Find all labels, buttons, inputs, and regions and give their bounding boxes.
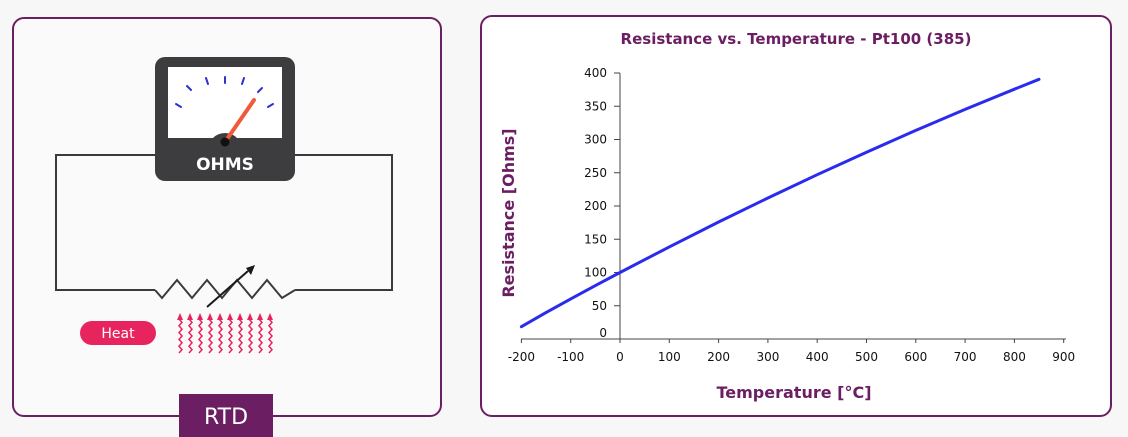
x-tick-label: 400 bbox=[806, 350, 829, 364]
heat-arrowhead bbox=[187, 313, 193, 320]
chart: Resistance vs. Temperature - Pt100 (385)… bbox=[499, 30, 1075, 402]
heat-wave bbox=[197, 318, 204, 354]
y-tick-label: 0 bbox=[599, 326, 607, 340]
heat-arrowhead bbox=[257, 313, 263, 320]
heat-waves-icon bbox=[177, 313, 274, 354]
y-tick-label: 300 bbox=[584, 133, 607, 147]
ohmmeter: OHMS bbox=[155, 57, 295, 181]
heat-wave bbox=[247, 318, 254, 354]
meter-label: OHMS bbox=[196, 155, 254, 175]
x-tick-label: 0 bbox=[616, 350, 624, 364]
x-tick-label: 200 bbox=[707, 350, 730, 364]
x-tick-label: -100 bbox=[557, 350, 584, 364]
circuit-wire bbox=[292, 154, 393, 291]
y-tick-label: 100 bbox=[584, 266, 607, 280]
heat-arrowhead bbox=[267, 313, 273, 320]
x-tick-label: 100 bbox=[658, 350, 681, 364]
chart-title: Resistance vs. Temperature - Pt100 (385) bbox=[621, 30, 972, 48]
x-tick-label: 700 bbox=[954, 350, 977, 364]
x-axis-title: Temperature [°C] bbox=[716, 383, 871, 402]
meter-pivot bbox=[220, 137, 230, 147]
y-tick-label: 250 bbox=[584, 166, 607, 180]
heat-arrowhead bbox=[217, 313, 223, 320]
heat-wave bbox=[217, 318, 224, 354]
heat-wave bbox=[227, 318, 234, 354]
heat-arrowhead bbox=[247, 313, 253, 320]
heat-wave bbox=[207, 318, 214, 354]
heat-wave bbox=[237, 318, 244, 354]
heat-arrowhead bbox=[197, 313, 203, 320]
heat-badge bbox=[80, 321, 156, 345]
resistor-symbol bbox=[154, 278, 296, 300]
variable-arrow-icon bbox=[206, 265, 255, 308]
y-tick-label: 400 bbox=[584, 66, 607, 80]
heat-wave bbox=[177, 318, 184, 354]
heat-arrowhead bbox=[237, 313, 243, 320]
heat-arrowhead bbox=[177, 313, 183, 320]
rtd-badge bbox=[179, 394, 273, 437]
heat-arrowhead bbox=[227, 313, 233, 320]
heat-arrowhead bbox=[207, 313, 213, 320]
meter-scale-ticks bbox=[175, 76, 274, 108]
heat-wave bbox=[187, 318, 194, 354]
y-axis-title: Resistance [Ohms] bbox=[499, 128, 518, 297]
x-tick-label: 800 bbox=[1003, 350, 1026, 364]
y-tick-label: 200 bbox=[584, 199, 607, 213]
x-tick-label: 900 bbox=[1052, 350, 1075, 364]
x-tick-label: 500 bbox=[855, 350, 878, 364]
heat-wave bbox=[267, 318, 274, 354]
x-tick-label: 300 bbox=[756, 350, 779, 364]
x-tick-label: 600 bbox=[904, 350, 927, 364]
chart-panel bbox=[480, 15, 1112, 417]
rtd-badge-label: RTD bbox=[204, 405, 248, 430]
y-tick-label: 150 bbox=[584, 232, 607, 246]
heat-label: Heat bbox=[101, 326, 135, 342]
x-tick-label: -200 bbox=[508, 350, 535, 364]
y-tick-label: 350 bbox=[584, 99, 607, 113]
circuit-wire bbox=[55, 154, 160, 291]
y-tick-label: 50 bbox=[592, 299, 607, 313]
heat-wave bbox=[257, 318, 264, 354]
series-line bbox=[519, 77, 1041, 329]
meter-needle bbox=[223, 98, 256, 144]
